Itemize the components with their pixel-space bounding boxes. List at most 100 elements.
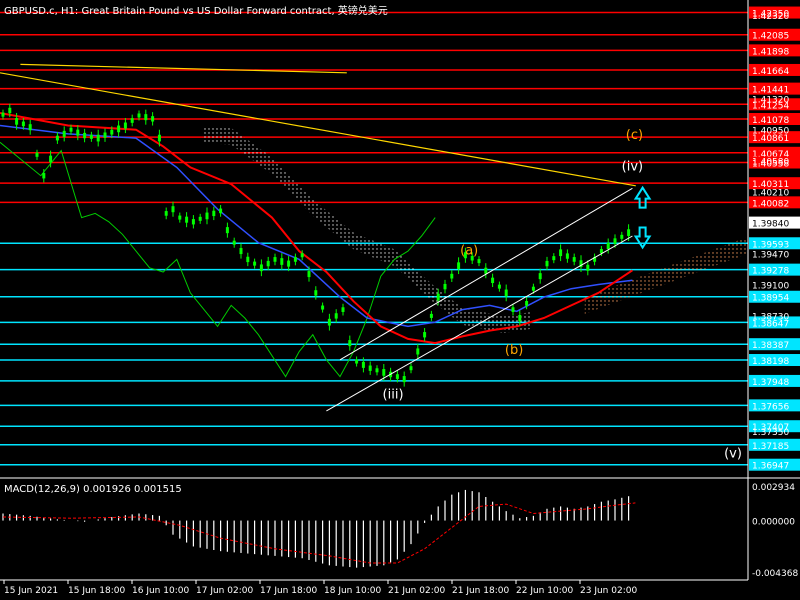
candle-body [477,259,481,264]
time-tick-label: 17 Jun 18:00 [260,586,317,596]
red-level-tag [749,196,800,209]
candle-body [49,155,53,163]
red-level-tag [749,156,800,169]
candle-body [273,257,277,262]
candle-body [185,216,189,223]
time-tick-label: 17 Jun 02:00 [196,586,253,596]
candle-body [266,260,270,267]
candle-body [552,256,556,261]
cyan-level-tag [749,263,800,276]
candle-body [280,258,284,265]
candle-body [613,238,617,244]
candle-body [219,208,223,214]
candle-body [21,121,25,127]
candle-body [232,240,236,245]
candle-body [491,277,495,284]
candle-body [287,260,291,267]
price-candles [1,103,631,387]
ma-blue-line [0,124,633,328]
time-tick-label: 22 Jun 10:00 [516,586,573,596]
candle-body [69,127,73,132]
candle-body [429,313,433,318]
chikou-line [0,141,436,378]
red-level-tag [749,6,800,19]
candle-body [198,216,202,221]
time-tick-label: 18 Jun 10:00 [324,586,381,596]
candle-body [35,152,39,157]
cyan-level-tag [749,290,800,303]
red-level-tag [749,146,800,159]
candle-body [361,361,365,368]
red-level-label: 1.40861 [752,134,789,144]
candle-body [151,116,155,122]
candle-body [96,134,100,142]
candle-body [42,173,46,179]
candle-body [212,210,216,217]
cyan-level-tag [749,338,800,351]
cyan-level-tag [749,438,800,451]
candle-body [627,229,631,236]
candle-body [531,286,535,291]
cyan-level-tag [749,374,800,387]
price-tick: 1.39100 [752,282,789,292]
candle-body [8,107,12,114]
candle-body [565,253,569,259]
candle-body [450,273,454,279]
cyan-level-label: 1.39593 [752,240,789,250]
candle-body [599,249,603,254]
wave-label: (a) [460,243,478,258]
candle-body [409,366,413,371]
candle-body [504,289,508,297]
macd-tick-label: -0.004368 [752,569,798,579]
red-level-label: 1.41441 [752,86,789,96]
candle-body [164,211,168,216]
red-level-label: 1.42350 [752,10,789,20]
price-tick: 1.42320 [752,12,789,22]
time-tick-label: 21 Jun 02:00 [388,586,445,596]
candle-body [436,293,440,301]
candle-body [579,260,583,267]
price-tick: 1.40210 [752,189,789,199]
red-level-tag [749,63,800,76]
arrow-up-icon [633,185,652,209]
candle-body [137,113,141,118]
channel-lower [326,235,633,412]
wave-label: (iv) [622,160,643,175]
candle-body [259,264,263,272]
red-level-label: 1.41664 [752,67,789,77]
price-tick: 1.40580 [752,158,789,168]
trendline-long [0,72,636,187]
candle-body [382,369,386,376]
candle-body [572,257,576,262]
candle-body [348,340,352,347]
candle-body [144,114,148,121]
arrow-down-icon [633,226,652,250]
candle-body [157,134,161,142]
wave-label: (b) [505,343,523,358]
cyan-level-tag [749,458,800,471]
cyan-level-label: 1.38198 [752,357,789,367]
cyan-level-tag [749,399,800,412]
price-tick: 1.41320 [752,96,789,106]
red-level-label: 1.41078 [752,116,789,126]
red-level-label: 1.40674 [752,150,789,160]
wave-label: (iii) [383,387,404,402]
red-level-tag [749,112,800,125]
macd-subwindow: 0.002934 0.000000 -0.004368 [2,483,798,579]
candle-body [178,215,182,220]
price-tick: 1.37350 [752,428,789,438]
candle-body [593,257,597,262]
red-level-tag [749,44,800,57]
candle-body [559,249,563,257]
cyan-level-tag [749,237,800,250]
ma-red-line [0,112,633,345]
candle-body [355,359,359,364]
cyan-level-tag [749,420,800,433]
candle-body [423,332,427,338]
candle-body [293,257,297,262]
red-level-label: 1.41254 [752,101,789,111]
channel-upper [339,187,633,361]
candle-body [395,374,399,379]
cloud-area [204,126,531,334]
